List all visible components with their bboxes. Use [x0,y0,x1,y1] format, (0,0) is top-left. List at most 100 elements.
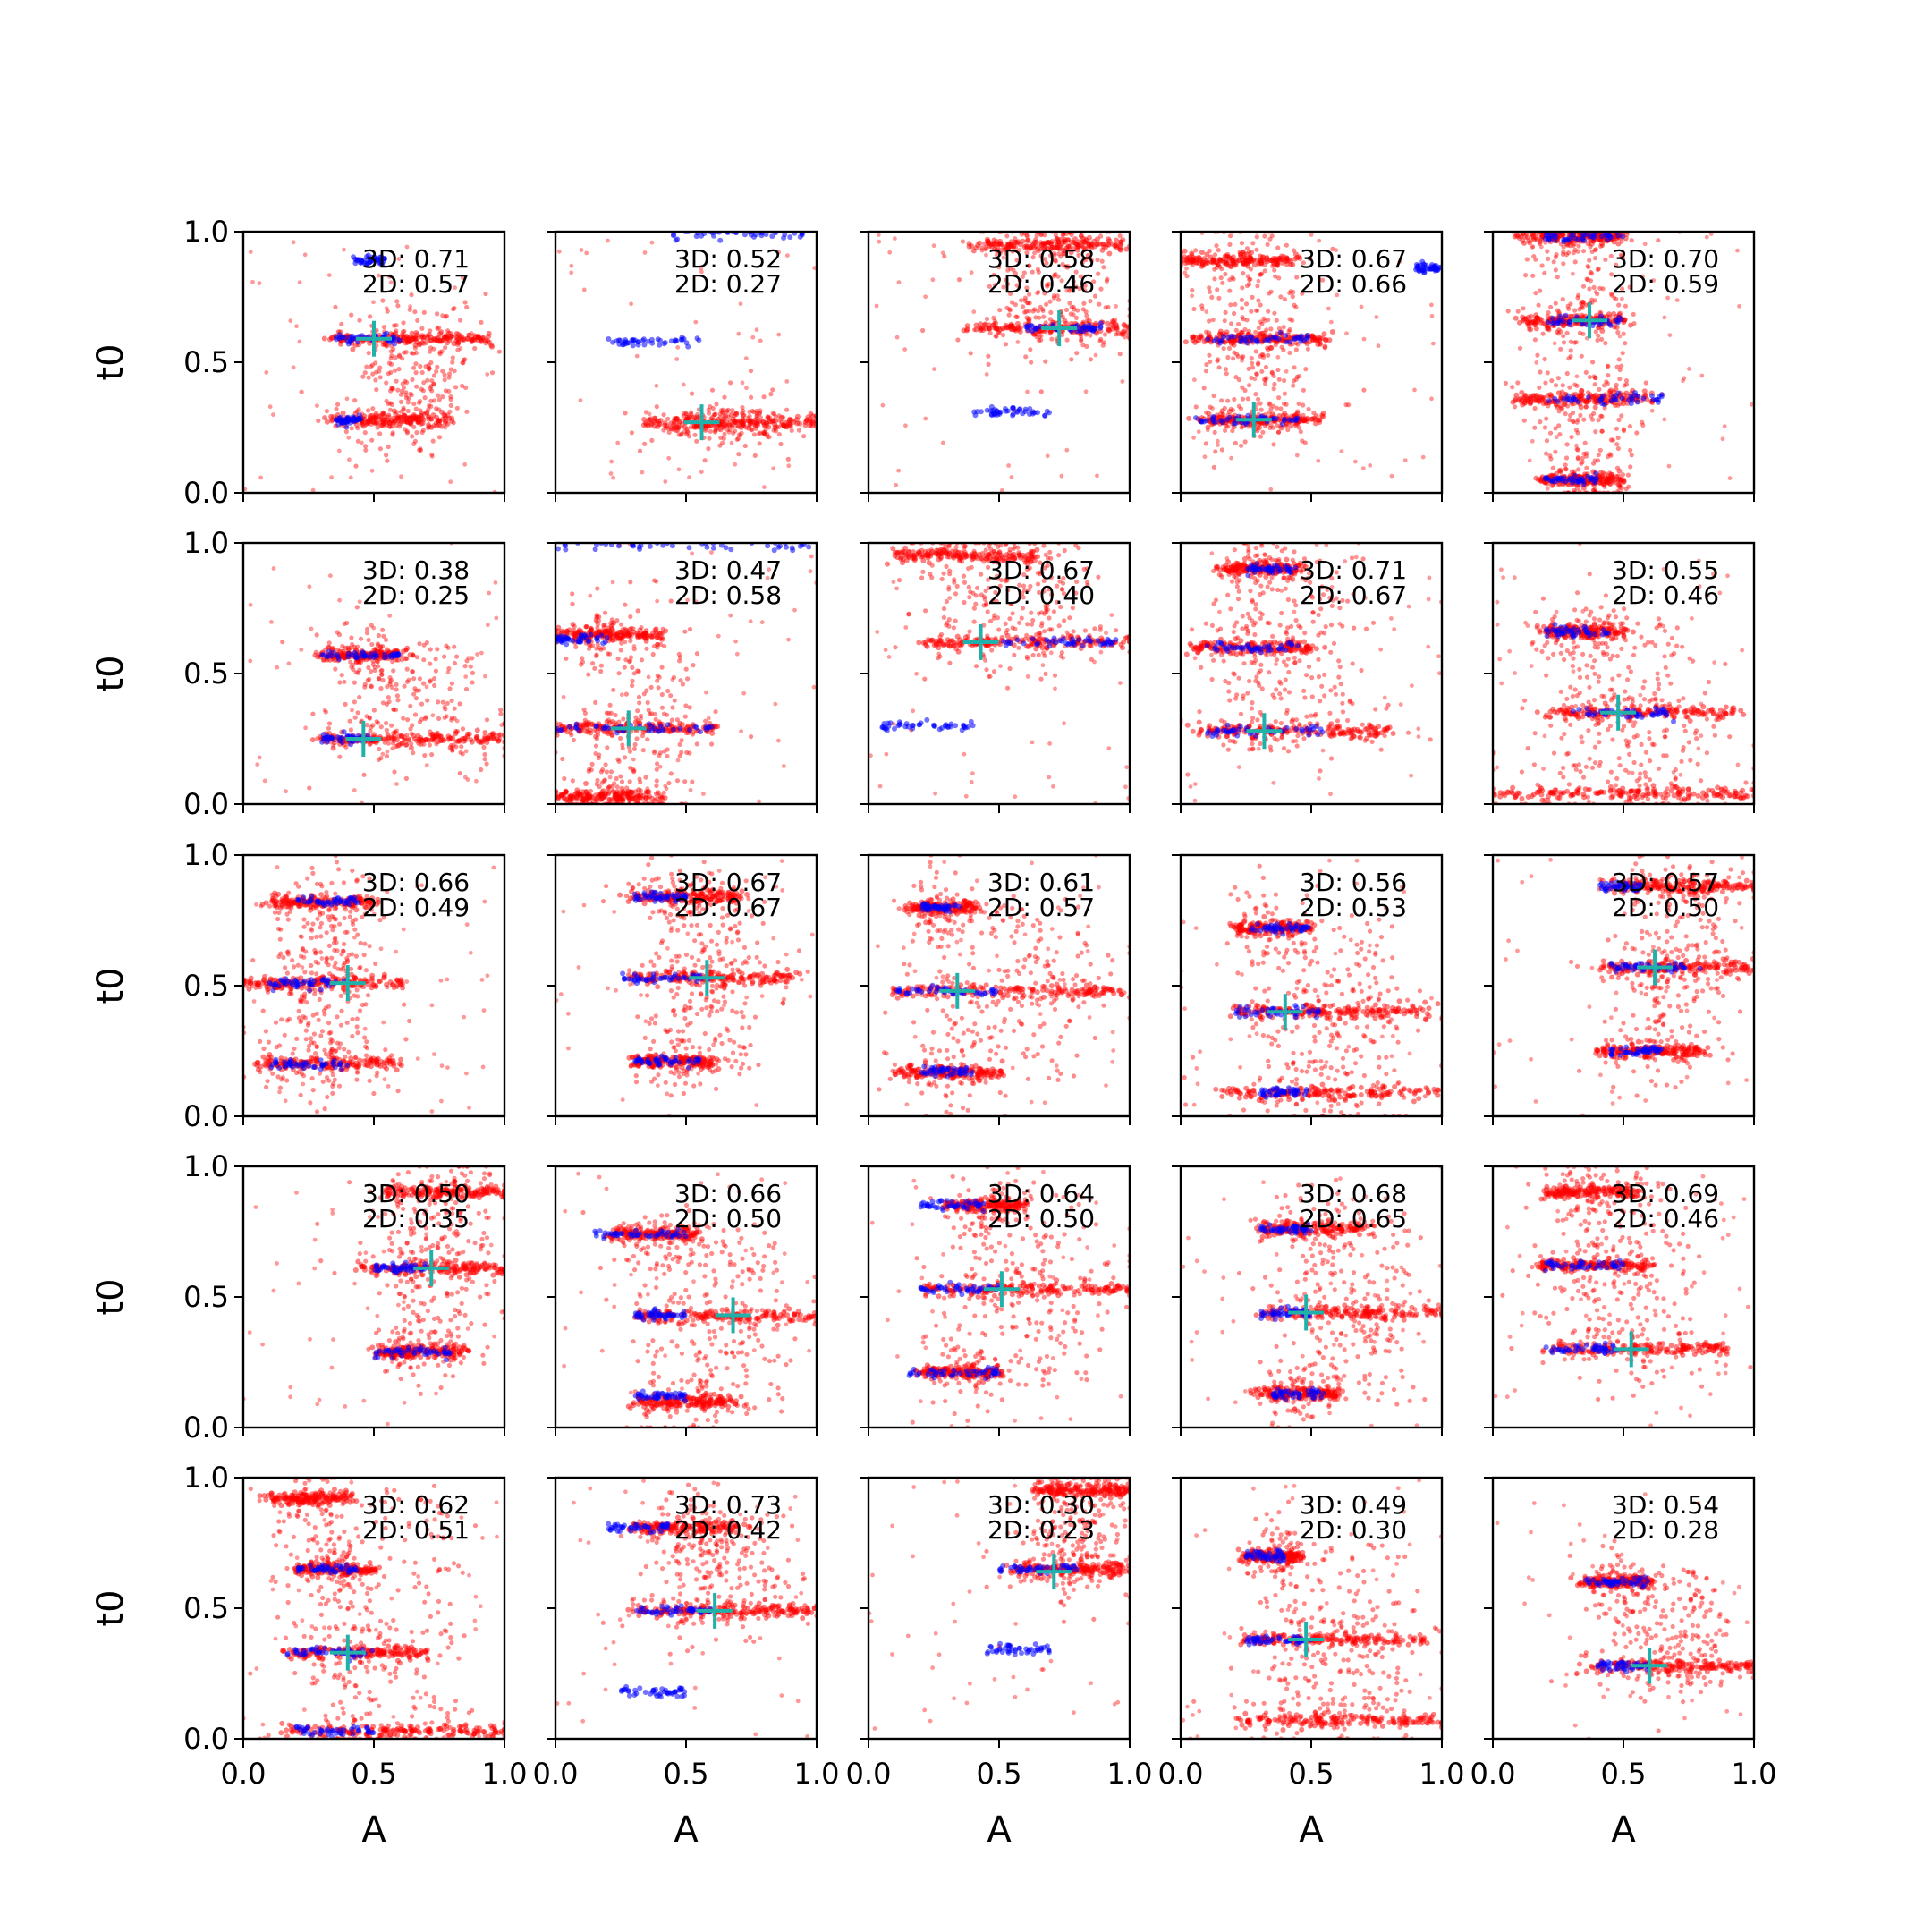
red-point [1593,392,1599,398]
red-point [734,436,740,442]
red-point [440,369,445,374]
red-point [401,734,407,741]
red-point [1030,255,1036,260]
red-point [1059,278,1064,284]
red-point [770,387,775,393]
red-point [402,737,407,742]
red-point [375,425,380,430]
red-point [1240,285,1245,291]
red-point [383,637,389,643]
red-point [1527,326,1532,332]
blue-point [1249,335,1255,341]
red-point [369,364,374,369]
red-point [363,444,369,449]
blue-point [1003,408,1009,414]
red-point [1216,357,1221,362]
red-point [1001,326,1006,332]
red-point [653,415,658,420]
red-point [1266,352,1271,358]
red-point [1248,267,1254,272]
red-point [1036,249,1041,254]
red-point [418,363,423,369]
red-point [1665,295,1670,301]
red-point [1046,281,1052,287]
red-point [1078,274,1083,279]
red-point [1222,405,1227,411]
red-point [1572,487,1577,493]
red-point [1621,427,1627,432]
red-point [333,666,338,672]
red-point [479,319,484,325]
red-point [440,416,446,422]
red-point [1301,387,1306,393]
red-point [366,408,371,413]
red-point [1074,351,1080,356]
red-point [1260,352,1266,358]
red-point [785,253,790,258]
red-point [994,252,999,258]
red-point [1258,353,1263,359]
red-point [427,365,432,370]
red-point [1238,406,1244,411]
red-point [1216,443,1220,447]
red-point [655,424,661,429]
red-point [1010,249,1015,254]
red-point [400,381,405,386]
red-point [647,411,652,417]
points-group [1503,232,1754,493]
red-point [1420,454,1426,460]
red-point [1119,331,1125,337]
red-point [1227,242,1233,247]
red-point [428,416,435,422]
red-point [420,388,426,394]
red-point [1520,238,1526,244]
red-point [334,406,339,411]
red-point [1320,277,1326,283]
red-point [1546,256,1551,261]
red-point [1572,259,1578,265]
blue-point [799,232,805,238]
red-point [1199,306,1205,312]
red-point [1558,470,1564,475]
red-point [1749,402,1754,407]
red-point [360,423,367,429]
red-point [1222,318,1227,324]
red-point [1256,396,1261,402]
red-point [681,413,686,419]
red-point [370,371,376,377]
red-point [750,428,755,433]
red-point [1022,295,1028,301]
red-point [1360,466,1366,470]
red-point [321,657,326,663]
red-point [1242,387,1248,394]
red-point [310,711,316,716]
red-point [1631,311,1636,317]
red-point [569,263,574,268]
red-point [1558,405,1564,411]
red-point [1060,261,1065,267]
red-point [1270,263,1275,268]
red-point [1595,267,1600,272]
red-point [1004,281,1011,287]
red-point [1025,389,1030,394]
red-point [430,438,436,444]
red-point [386,741,391,746]
red-point [629,430,635,436]
red-point [997,250,1003,256]
red-point [772,411,777,417]
red-point [1232,310,1237,317]
red-point [1361,387,1367,393]
red-point [1257,331,1263,337]
red-point [718,408,724,413]
red-point [1592,487,1598,493]
blue-point [974,409,980,415]
red-point [1230,275,1235,280]
red-point [1117,243,1123,250]
red-point [1203,369,1209,374]
red-point [711,412,717,418]
red-point [1250,365,1256,370]
red-point [1273,342,1278,348]
red-point [1618,476,1623,481]
red-point [371,300,376,305]
